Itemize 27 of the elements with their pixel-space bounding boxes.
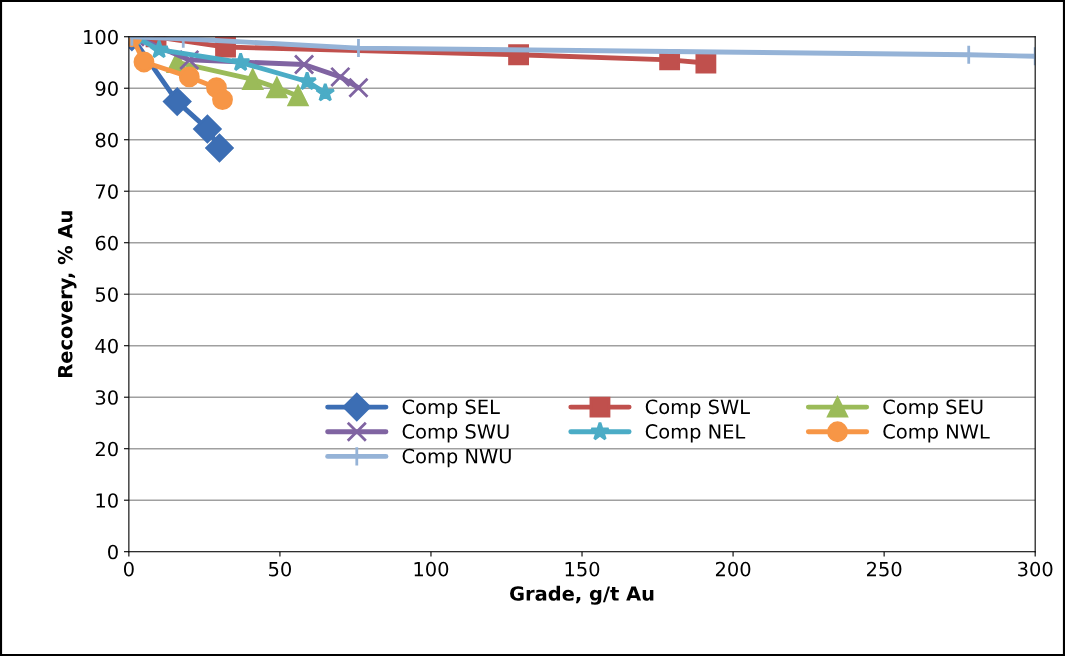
x-tick-label: 0 [123,561,134,577]
y-axis-title: Recovery, % Au [57,211,77,377]
x-tick-label: 250 [867,561,902,577]
x-tick-label: 300 [1018,561,1053,577]
legend-label: Comp SEU [883,399,983,418]
legend-label: Comp NWL [883,424,990,443]
y-tick-label: 30 [95,390,118,405]
y-tick-label: 50 [95,287,118,302]
legend-label: Comp SWL [645,399,750,418]
y-tick-label: 60 [95,235,118,251]
legend-label: Comp NEL [645,424,746,443]
legend-label: Comp SWU [402,424,509,443]
y-tick-label: 10 [96,493,118,508]
y-tick-label: 20 [95,441,118,457]
y-tick-label: 100 [84,29,118,45]
y-tick-label: 0 [108,544,118,560]
y-tick-label: 70 [95,184,118,199]
x-tick-label: 50 [269,561,291,577]
x-tick-label: 150 [565,561,600,577]
x-axis-title: Grade, g/t Au [510,585,654,605]
y-tick-label: 80 [95,132,118,148]
y-tick-label: 40 [95,338,118,354]
legend-label: Comp NWU [402,448,511,468]
y-tick-label: 90 [95,81,118,96]
legend-label: Comp SEL [402,399,500,418]
x-tick-label: 200 [715,561,751,577]
x-tick-label: 100 [414,561,449,577]
